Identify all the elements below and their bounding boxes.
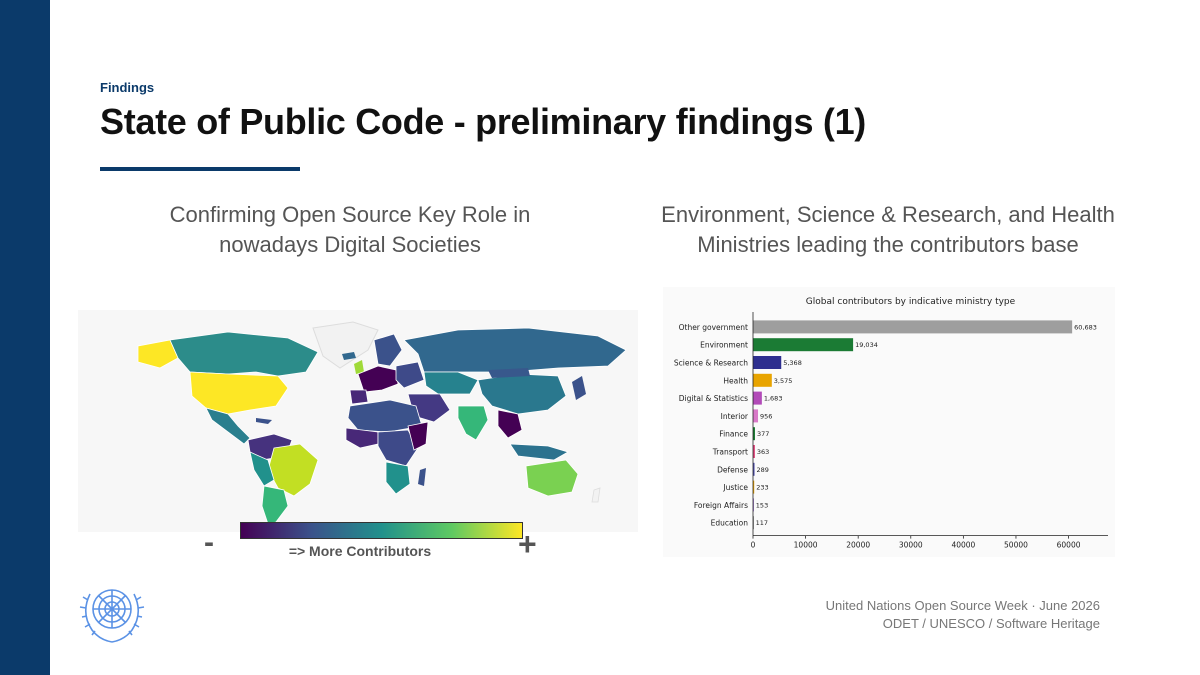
colorbar-caption: => More Contributors [288, 543, 432, 559]
map-russia [403, 327, 627, 373]
map-india [457, 405, 489, 441]
left-subtitle-line2: nowadays Digital Societies [219, 232, 481, 257]
bar-value-label: 1,683 [764, 395, 783, 403]
x-tick-label: 50000 [1004, 541, 1028, 550]
bar-value-label: 233 [756, 484, 768, 492]
bar-category-label: Education [711, 519, 749, 528]
right-subtitle-line1: Environment, Science & Research, and Hea… [661, 202, 1115, 227]
x-tick-label: 40000 [951, 541, 975, 550]
map-western-europe [357, 365, 399, 393]
map-west-africa [345, 427, 379, 449]
map-iceland [342, 352, 356, 360]
map-japan [572, 376, 586, 400]
x-tick-label: 10000 [794, 541, 818, 550]
ministry-contributors-chart: Global contributors by indicative minist… [663, 287, 1115, 557]
map-uk [354, 360, 364, 374]
left-subtitle: Confirming Open Source Key Role in nowad… [110, 200, 590, 260]
bar-category-label: Interior [721, 412, 749, 421]
bar [753, 391, 762, 405]
map-argentina [261, 485, 289, 525]
bar-category-label: Justice [722, 483, 748, 492]
bar [753, 409, 759, 423]
bar-value-label: 289 [757, 466, 769, 474]
bar-value-label: 377 [757, 430, 769, 438]
bar-category-label: Finance [719, 430, 748, 439]
map-indonesia [509, 443, 570, 461]
section-kicker: Findings [100, 80, 155, 95]
bar-value-label: 19,034 [855, 341, 878, 349]
bar-value-label: 60,683 [1074, 323, 1097, 331]
map-alaska [137, 339, 179, 369]
bar-value-label: 956 [760, 412, 772, 420]
page-title: State of Public Code - preliminary findi… [100, 101, 866, 142]
footer-credits: United Nations Open Source Week · June 2… [826, 597, 1100, 633]
bar [753, 498, 754, 512]
map-east-africa [407, 421, 429, 451]
bar [753, 516, 754, 530]
map-eastern-europe [395, 361, 425, 389]
footer-line2: ODET / UNESCO / Software Heritage [882, 616, 1100, 631]
map-canada [169, 331, 319, 377]
bar-category-label: Foreign Affairs [694, 501, 748, 510]
map-greenland [312, 321, 379, 369]
map-madagascar [418, 468, 426, 486]
bar [753, 445, 755, 458]
map-scandinavia [373, 333, 403, 367]
bar-value-label: 153 [756, 501, 768, 509]
map-usa [189, 371, 289, 415]
map-mongolia [488, 368, 530, 378]
x-tick-label: 60000 [1057, 541, 1081, 550]
map-north-africa [347, 399, 423, 433]
left-subtitle-line1: Confirming Open Source Key Role in [169, 202, 531, 227]
map-southern-africa [385, 461, 411, 495]
map-australia [525, 459, 579, 497]
right-subtitle: Environment, Science & Research, and Hea… [628, 200, 1148, 260]
world-contributors-map [78, 310, 638, 532]
bar-category-label: Transport [712, 448, 748, 457]
bar [753, 338, 854, 352]
map-se-asia [497, 409, 523, 439]
bar-category-label: Environment [700, 341, 748, 350]
x-tick-label: 0 [751, 541, 756, 550]
footer-line1: United Nations Open Source Week · June 2… [825, 598, 1100, 613]
map-colorbar [240, 522, 523, 539]
bar-chart-svg: Global contributors by indicative minist… [674, 297, 1108, 550]
world-map-svg [137, 321, 627, 525]
un-emblem-icon [78, 578, 146, 644]
bar [753, 427, 755, 441]
x-tick-label: 30000 [899, 541, 923, 550]
bar-category-label: Other government [679, 323, 748, 332]
x-tick-label: 20000 [846, 541, 870, 550]
map-caribbean [256, 418, 272, 424]
map-iberia [349, 389, 369, 405]
bar [753, 356, 782, 369]
map-new-zealand [591, 487, 601, 503]
bar-value-label: 117 [756, 519, 768, 527]
map-central-asia [423, 371, 479, 395]
bar-category-label: Digital & Statistics [679, 394, 748, 403]
chart-title: Global contributors by indicative minist… [806, 297, 1016, 307]
bar-value-label: 363 [757, 448, 769, 456]
bar [753, 480, 755, 494]
bar-value-label: 3,575 [774, 377, 793, 385]
bar [753, 373, 772, 387]
bar-category-label: Science & Research [674, 359, 748, 368]
bar-value-label: 5,368 [783, 359, 802, 367]
right-subtitle-line2: Ministries leading the contributors base [697, 232, 1079, 257]
map-peru [249, 451, 275, 487]
bar [753, 320, 1073, 334]
bar-category-label: Health [723, 376, 748, 385]
side-accent-bar [0, 0, 50, 675]
map-mexico [205, 407, 251, 445]
title-underline [100, 167, 300, 171]
colorbar-max-label: + [518, 526, 537, 562]
colorbar-min-label: - [204, 526, 214, 559]
map-china [477, 373, 567, 415]
bar [753, 462, 755, 476]
bar-category-label: Defense [717, 465, 748, 474]
